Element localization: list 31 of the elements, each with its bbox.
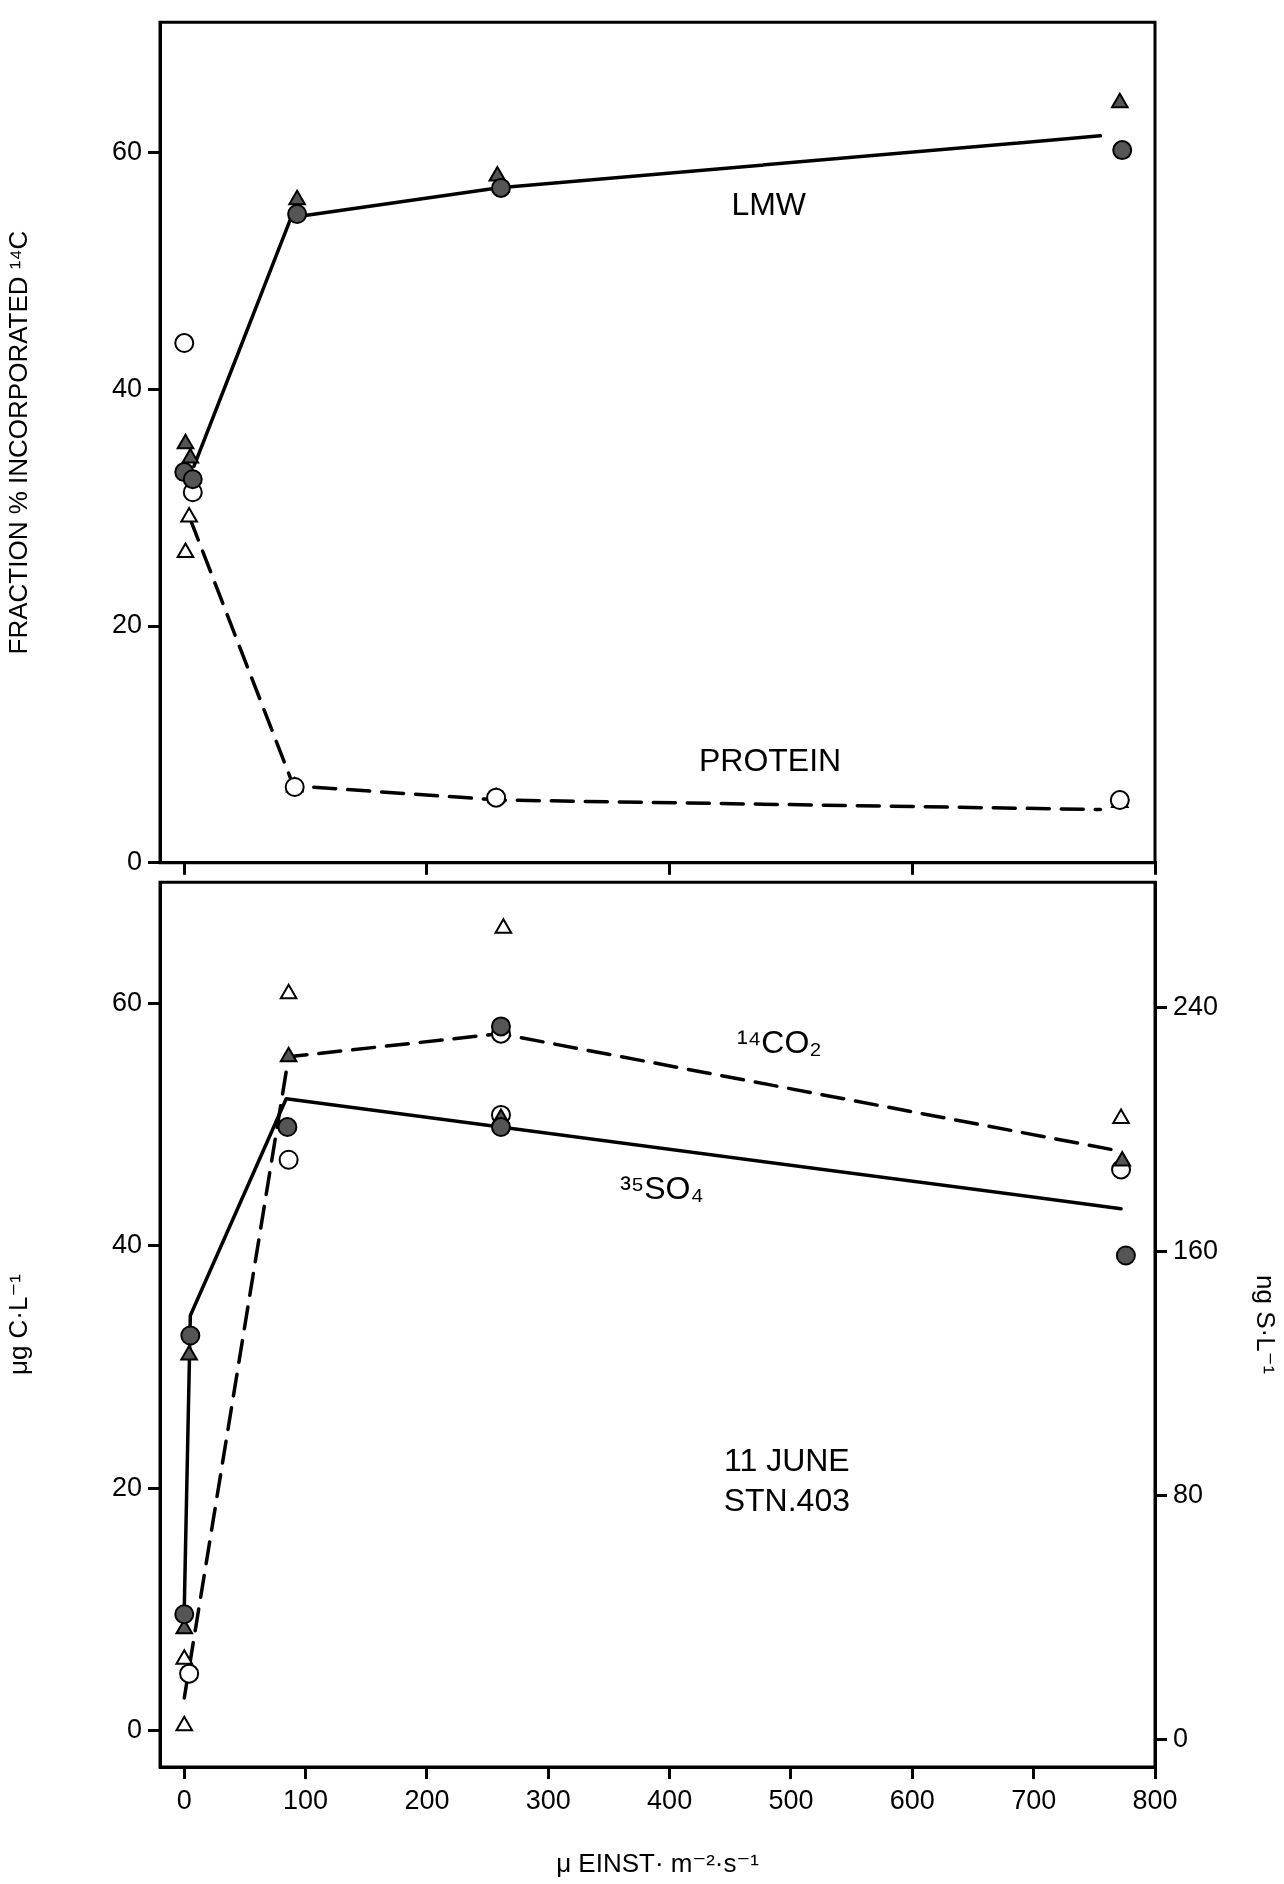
series-label: LMW: [731, 186, 807, 223]
x-tick-label: 400: [647, 1784, 693, 1815]
y-tick-label: 60: [111, 135, 142, 166]
y2-tick-label: 0: [1173, 1722, 1189, 1753]
y-axis-title: FRACTION % INCORPORATED ¹⁴C: [2, 230, 33, 655]
y2-axis-title: ng S·L⁻¹: [1251, 1275, 1282, 1375]
series-label: ³⁵SO₄: [620, 1170, 704, 1207]
series-label: ¹⁴CO₂: [736, 1024, 822, 1061]
y-axis-title: μg C·L⁻¹: [2, 1273, 33, 1376]
x-tick-label: 0: [176, 1784, 192, 1815]
x-tick-label: 200: [404, 1784, 450, 1815]
x-axis-title: μ EINST· m⁻²·s⁻¹: [556, 1847, 760, 1878]
x-tick-label: 500: [768, 1784, 814, 1815]
y-tick-label: 0: [126, 1714, 142, 1745]
annotation: STN.403: [723, 1481, 850, 1518]
y2-tick-label: 80: [1173, 1478, 1204, 1509]
x-tick-label: 300: [525, 1784, 571, 1815]
y2-tick-label: 240: [1173, 990, 1219, 1021]
y-tick-label: 20: [111, 609, 142, 640]
x-tick-label: 700: [1011, 1784, 1057, 1815]
y-tick-label: 40: [111, 1229, 142, 1260]
y2-tick-label: 160: [1173, 1234, 1219, 1265]
x-tick-label: 600: [889, 1784, 935, 1815]
y-tick-label: 20: [111, 1471, 142, 1502]
y-tick-label: 0: [126, 846, 142, 877]
series-label: PROTEIN: [698, 742, 842, 779]
x-tick-label: 100: [283, 1784, 329, 1815]
y-tick-label: 60: [111, 986, 142, 1017]
x-tick-label: 800: [1132, 1784, 1178, 1815]
annotation: 11 JUNE: [724, 1441, 850, 1478]
y-tick-label: 40: [111, 372, 142, 403]
